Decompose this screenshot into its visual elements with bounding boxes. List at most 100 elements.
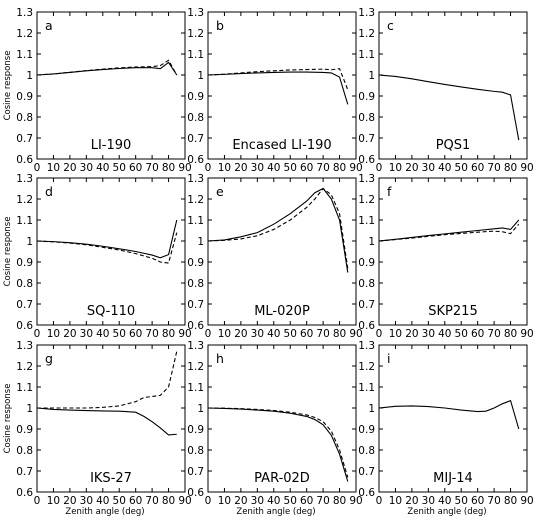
y-tick-label: 0.7 [358, 133, 375, 145]
y-tick-label: 1.1 [16, 382, 33, 394]
y-tick-label: 0.7 [187, 299, 204, 311]
y-tick-label: 1.3 [16, 173, 33, 185]
y-tick-label: 1 [26, 236, 33, 248]
x-tick-label: 20 [63, 495, 76, 507]
x-tick-label: 10 [47, 328, 60, 340]
x-tick-label: 70 [487, 328, 500, 340]
panel-letter: e [216, 184, 224, 199]
plot-frame [378, 11, 528, 160]
x-tick-label: 0 [34, 495, 41, 507]
y-tick-label: 1.3 [16, 340, 33, 352]
y-tick-label: 0.9 [358, 257, 375, 269]
x-tick-label: 0 [376, 328, 383, 340]
y-tick-label: 0.6 [187, 320, 204, 332]
panel-title: PQS1 [436, 138, 471, 153]
y-tick-label: 0.8 [187, 278, 204, 290]
x-tick-label: 40 [267, 162, 280, 174]
plot-frame [36, 344, 186, 493]
y-tick-label: 1 [26, 403, 33, 415]
series-line-dashed [36, 232, 178, 264]
y-tick-label: 1.2 [358, 28, 375, 40]
x-tick-label: 10 [218, 328, 231, 340]
x-tick-label: 40 [96, 328, 109, 340]
panel-d: 0 10 20 30 40 50 60 70 80 90 0.6 0.7 0.8 0.9 1 1.1 1.2 1.… [3, 173, 192, 340]
panel-title: LI-190 [91, 138, 132, 153]
x-tick-label: 0 [376, 162, 383, 174]
series-line-dashed [378, 223, 520, 242]
y-tick-label: 0.7 [16, 133, 33, 145]
y-tick-label: 0.6 [358, 487, 375, 499]
panel-h: 0 10 20 30 40 50 60 70 80 90 0.6 0.7 0.8 0.9 1 1.1 1.2 1.… [187, 340, 362, 517]
x-tick-label: 40 [96, 495, 109, 507]
y-tick-label: 1 [197, 403, 204, 415]
panel-b: 0 10 20 30 40 50 60 70 80 90 0.6 0.7 0.8 0.9 1 1.1 1.2 1.… [187, 7, 362, 174]
series-line-solid [378, 399, 520, 430]
y-tick-label: 0.6 [16, 487, 33, 499]
x-tick-label: 30 [80, 495, 93, 507]
series-line-solid [378, 74, 520, 141]
y-axis-label: Cosine response [3, 217, 13, 287]
y-tick-label: 0.6 [187, 487, 204, 499]
x-tick-label: 10 [218, 162, 231, 174]
plot-frame [207, 11, 357, 160]
x-tick-label: 30 [251, 328, 264, 340]
x-tick-label: 0 [34, 162, 41, 174]
x-tick-label: 70 [145, 495, 158, 507]
y-tick-label: 0.9 [16, 257, 33, 269]
x-tick-label: 70 [145, 328, 158, 340]
y-tick-label: 1.2 [16, 194, 33, 206]
y-tick-label: 1.2 [358, 361, 375, 373]
y-axis-label: Cosine response [3, 384, 13, 454]
x-tick-label: 90 [178, 495, 191, 507]
y-tick-label: 0.7 [187, 133, 204, 145]
y-tick-label: 1.1 [16, 49, 33, 61]
y-tick-label: 1.3 [187, 340, 204, 352]
x-tick-label: 60 [471, 495, 484, 507]
x-tick-label: 70 [316, 495, 329, 507]
y-tick-label: 1.2 [187, 28, 204, 40]
panel-letter: f [387, 184, 392, 199]
x-tick-label: 90 [520, 162, 533, 174]
x-tick-label: 30 [251, 495, 264, 507]
panel-letter: d [45, 184, 53, 199]
x-tick-label: 20 [405, 328, 418, 340]
x-tick-label: 80 [504, 495, 517, 507]
x-tick-label: 20 [405, 162, 418, 174]
panel-title: MIJ-14 [433, 471, 473, 486]
panel-c: 0 10 20 30 40 50 60 70 80 90 0.6 0.7 0.8 0.9 1 1.1 1.2 1.… [358, 7, 533, 174]
panel-e: 0 10 20 30 40 50 60 70 80 90 0.6 0.7 0.8 0.9 1 1.1 1.2 1.… [187, 173, 362, 340]
y-tick-label: 0.7 [16, 299, 33, 311]
x-tick-label: 70 [316, 162, 329, 174]
panel-a: 0 10 20 30 40 50 60 70 80 90 0.6 0.7 0.8 0.9 1 1.1 1.2 1.… [3, 7, 192, 174]
x-tick-label: 70 [487, 495, 500, 507]
x-tick-label: 80 [162, 328, 175, 340]
y-tick-label: 1.2 [187, 194, 204, 206]
x-tick-label: 80 [504, 162, 517, 174]
y-axis-label: Cosine response [3, 51, 13, 121]
plot-frame [207, 344, 357, 493]
y-tick-label: 1 [197, 236, 204, 248]
x-tick-label: 40 [438, 328, 451, 340]
x-axis-label: Zenith angle (deg) [236, 507, 315, 517]
panel-g: 0 10 20 30 40 50 60 70 80 90 0.6 0.7 0.8 0.9 1 1.1 1.2 1.… [3, 340, 192, 517]
y-tick-label: 0.9 [358, 424, 375, 436]
x-tick-label: 10 [389, 495, 402, 507]
y-tick-label: 1 [368, 70, 375, 82]
x-tick-label: 80 [333, 495, 346, 507]
x-tick-label: 80 [333, 162, 346, 174]
series-line-solid [207, 71, 349, 105]
y-tick-label: 0.8 [16, 278, 33, 290]
y-tick-label: 0.9 [187, 424, 204, 436]
x-axis-label: Zenith angle (deg) [65, 507, 144, 517]
x-tick-label: 90 [349, 328, 362, 340]
panel-i: 0 10 20 30 40 50 60 70 80 90 0.6 0.7 0.8 0.9 1 1.1 1.2 1.… [358, 340, 533, 517]
x-tick-label: 80 [162, 162, 175, 174]
x-tick-label: 20 [234, 328, 247, 340]
x-tick-label: 80 [333, 328, 346, 340]
x-tick-label: 40 [267, 328, 280, 340]
series-line-solid [378, 219, 520, 242]
y-tick-label: 0.6 [358, 320, 375, 332]
plot-frame [378, 344, 528, 493]
x-tick-label: 30 [422, 495, 435, 507]
panel-letter: i [387, 351, 390, 366]
